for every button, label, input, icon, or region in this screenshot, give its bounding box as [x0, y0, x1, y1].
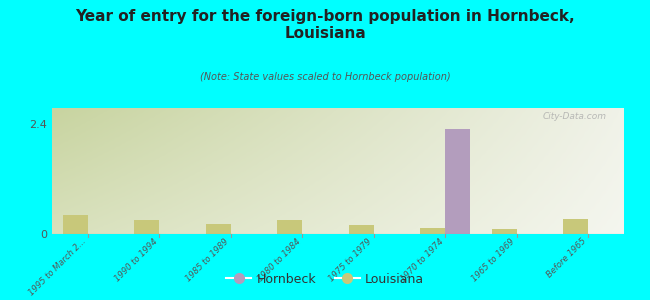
Bar	[205, 224, 231, 234]
Bar	[134, 220, 159, 234]
Legend: Hornbeck, Louisiana: Hornbeck, Louisiana	[221, 268, 429, 291]
Text: Year of entry for the foreign-born population in Hornbeck,
Louisiana: Year of entry for the foreign-born popul…	[75, 9, 575, 41]
Bar	[62, 215, 88, 234]
Bar	[278, 220, 302, 234]
Bar	[349, 225, 374, 234]
Text: City-Data.com: City-Data.com	[543, 112, 607, 121]
Bar	[421, 228, 445, 234]
Bar	[445, 129, 470, 234]
Bar	[492, 230, 517, 234]
Text: (Note: State values scaled to Hornbeck population): (Note: State values scaled to Hornbeck p…	[200, 72, 450, 82]
Bar	[563, 219, 588, 234]
